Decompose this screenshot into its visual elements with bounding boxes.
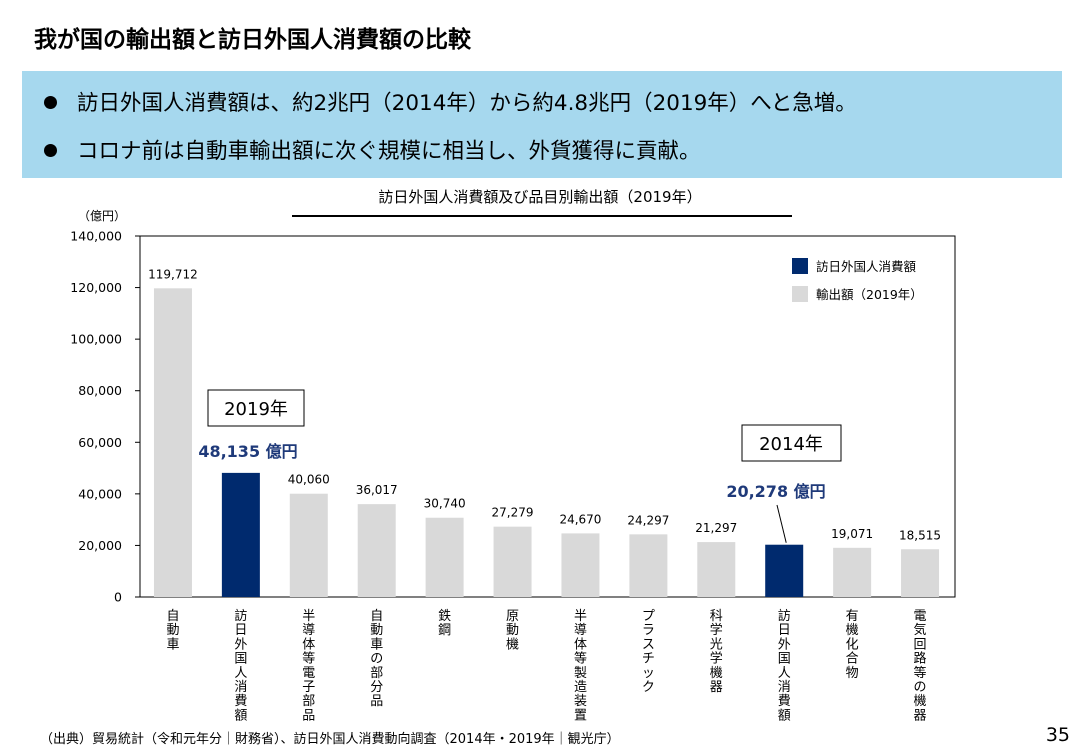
y-tick-label: 20,000: [78, 538, 122, 553]
category-label: 有機化合物: [846, 609, 859, 681]
bar: [697, 542, 736, 597]
source-note: （出典）貿易統計（令和元年分｜財務省）、訪日外国人消費動向調査（2014年・20…: [40, 732, 620, 747]
bullet-item: コロナ前は自動車輸出額に次ぐ規模に相当し、外貨獲得に貢献。: [44, 134, 701, 165]
y-tick-label: 80,000: [78, 383, 122, 398]
y-tick-label: 100,000: [70, 332, 122, 347]
bullet-text: 訪日外国人消費額は、約2兆円（2014年）から約4.8兆円（2019年）へと急増…: [77, 91, 857, 116]
category-label: 自動車の部分品: [370, 609, 383, 709]
y-tick-label: 0: [114, 590, 122, 605]
category-label: 自動車: [166, 609, 179, 652]
data-label: 30,740: [424, 497, 466, 511]
category-label: プラスチック: [642, 609, 655, 695]
bar: [289, 493, 328, 597]
bar: [493, 526, 532, 597]
bar: [901, 549, 940, 597]
bullet-dot-icon: [44, 95, 57, 109]
annotation-year-2014: 2014年: [759, 434, 823, 455]
category-label: 半導体等電子部品: [302, 609, 315, 723]
summary-box: 訪日外国人消費額は、約2兆円（2014年）から約4.8兆円（2019年）へと急増…: [22, 71, 1062, 178]
data-label: 24,297: [627, 513, 669, 527]
bullet-dot-icon: [44, 143, 57, 157]
chart-title: 訪日外国人消費額及び品目別輸出額（2019年）: [378, 188, 702, 206]
category-label: 半導体等製造装置: [574, 609, 587, 723]
annotation-box-2019: [207, 389, 305, 427]
legend-label: 輸出額（2019年）: [816, 287, 923, 302]
data-label: 119,712: [148, 267, 198, 281]
highlight-label-2014: 20,278 億円: [726, 482, 825, 501]
bar: [629, 534, 668, 597]
y-tick-label: 120,000: [70, 280, 122, 295]
data-label: 19,071: [831, 527, 873, 541]
y-axis-unit-label: （億円）: [78, 209, 127, 223]
data-label: 24,670: [559, 512, 601, 526]
bar: [221, 472, 260, 597]
data-label: 18,515: [899, 528, 941, 542]
bar: [357, 504, 396, 597]
bar: [153, 288, 192, 597]
y-tick-label: 40,000: [78, 486, 122, 501]
data-label: 27,279: [492, 506, 534, 520]
category-label: 鉄鋼: [438, 609, 451, 638]
bar: [833, 547, 872, 597]
page-number: 35: [1045, 724, 1070, 746]
category-label: 訪日外国人消費額: [778, 608, 791, 723]
page-title: 我が国の輸出額と訪日外国人消費額の比較: [34, 27, 471, 53]
category-label: 訪日外国人消費額: [234, 608, 247, 723]
chart-title-underline: [292, 215, 792, 217]
data-label: 36,017: [356, 483, 398, 497]
highlight-label-2019: 48,135 億円: [198, 442, 297, 461]
category-label: 原動機: [506, 609, 519, 652]
category-label: 科学光学機器: [710, 609, 723, 695]
bar: [561, 533, 600, 597]
annotation-box-2014: [741, 424, 842, 462]
bar: [425, 517, 464, 597]
data-label: 21,297: [695, 521, 737, 535]
bullet-text: コロナ前は自動車輸出額に次ぐ規模に相当し、外貨獲得に貢献。: [77, 139, 701, 164]
data-label: 40,060: [288, 473, 330, 487]
y-tick-label: 140,000: [70, 229, 122, 244]
plot-frame: [139, 235, 956, 598]
bullet-item: 訪日外国人消費額は、約2兆円（2014年）から約4.8兆円（2019年）へと急増…: [44, 86, 857, 117]
annotation-year-2019: 2019年: [224, 399, 288, 420]
bar: [765, 544, 804, 597]
y-tick-label: 60,000: [78, 435, 122, 450]
category-label: 電気回路等の機器: [914, 609, 927, 723]
annotation-leader-line: [776, 504, 787, 543]
legend-swatch: [792, 286, 808, 302]
legend-swatch: [792, 258, 808, 274]
legend-label: 訪日外国人消費額: [816, 259, 917, 274]
